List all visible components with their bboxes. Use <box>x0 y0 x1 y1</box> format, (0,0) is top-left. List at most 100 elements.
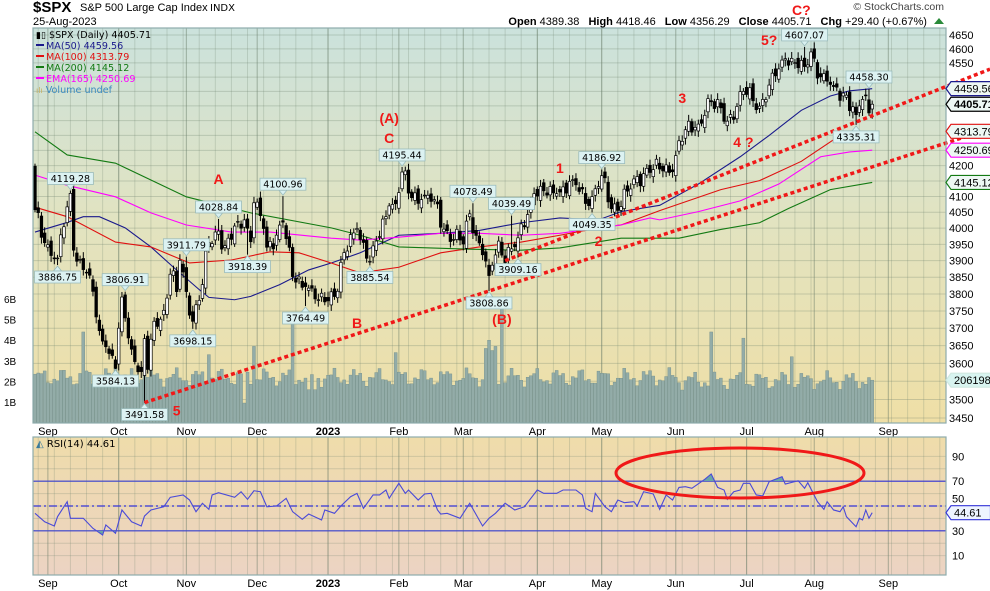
candle-body <box>638 173 643 187</box>
price-callout: 3584.13 <box>92 369 139 388</box>
candle <box>561 180 565 203</box>
candle-body <box>484 251 488 262</box>
candle <box>654 154 659 169</box>
candle-body <box>757 105 762 109</box>
candle <box>155 312 160 330</box>
candle-body <box>696 123 700 132</box>
candle-body <box>487 264 491 276</box>
rsi-highlight-ellipse <box>614 446 866 500</box>
x-axis-label: Feb <box>389 578 408 590</box>
candle-body <box>822 73 826 82</box>
candlesticks <box>33 42 874 403</box>
candle <box>638 171 643 193</box>
volume-bar <box>287 369 292 423</box>
candle-body <box>278 224 282 240</box>
volume-bar <box>699 386 704 423</box>
candle-body <box>419 199 424 209</box>
candle-body <box>139 366 143 372</box>
volume-bar <box>310 374 314 423</box>
volume-bar <box>600 372 604 423</box>
candle-body <box>857 105 861 113</box>
volume-bar <box>210 377 214 423</box>
candle-body <box>71 189 76 251</box>
volume-bar <box>728 378 733 423</box>
candle-body <box>329 291 333 306</box>
candle <box>43 227 47 247</box>
volume-bar <box>374 372 379 423</box>
ohlc-readout: Open 4389.38 High 4418.46 Low 4356.29 Cl… <box>502 16 944 28</box>
volume-bar <box>332 367 337 423</box>
candle-body <box>184 267 188 292</box>
candle <box>793 59 797 69</box>
candle-body <box>210 243 214 248</box>
volume-bar <box>117 386 121 423</box>
price-callout: 4078.49 <box>449 184 497 203</box>
candle-body <box>867 99 871 114</box>
candle <box>439 196 443 234</box>
callout-box <box>195 200 242 214</box>
candle <box>751 78 755 108</box>
candle-body <box>703 114 707 128</box>
ma100-swatch-icon <box>36 55 44 57</box>
candlestick-icon: ▮▯ <box>36 31 46 41</box>
rsi-tick-label: 50 <box>952 494 964 506</box>
candle <box>300 276 304 291</box>
volume-bar <box>838 389 842 423</box>
x-axis-label: Aug <box>804 578 824 590</box>
candle <box>490 261 494 276</box>
candle-body <box>596 186 601 189</box>
candle-body <box>773 68 778 77</box>
legend-ema165-text: EMA(165) 4250.69 <box>46 74 136 85</box>
volume-bar <box>464 367 469 423</box>
volume-axis-marker: 2061980 <box>945 372 990 388</box>
candle <box>336 288 340 303</box>
candle <box>191 305 195 329</box>
candle-body <box>223 245 227 248</box>
candle <box>690 118 694 136</box>
candle <box>100 324 105 345</box>
candle <box>706 94 710 119</box>
candle-body <box>819 73 823 78</box>
candle <box>342 248 346 265</box>
candle-body <box>622 188 626 209</box>
callout-text: 3491.58 <box>125 410 164 421</box>
volume-bar <box>426 379 430 423</box>
candle <box>326 291 330 307</box>
callout-box <box>494 263 542 277</box>
candle <box>648 159 652 179</box>
volume-bar <box>439 371 443 423</box>
volume-bar <box>249 384 253 423</box>
candle <box>268 236 272 252</box>
volume-bar <box>477 386 482 423</box>
candle-body <box>735 106 739 120</box>
volume-bar <box>783 374 787 423</box>
candle-body <box>612 203 617 213</box>
price-callout: 3764.49 <box>282 306 329 325</box>
stockcharts-watermark: © StockCharts.com <box>853 1 944 13</box>
candle <box>513 241 517 252</box>
candle <box>548 181 552 201</box>
candle <box>278 220 282 243</box>
candle-body <box>464 220 469 249</box>
volume-bar <box>683 380 688 423</box>
candle-body <box>171 270 176 276</box>
callout-text: 4039.49 <box>492 199 531 210</box>
candle <box>226 233 230 255</box>
candle <box>332 282 337 300</box>
rsi-tick-label: 10 <box>952 551 964 563</box>
rsi-overbought-fill <box>702 474 799 482</box>
candle-body <box>332 288 337 297</box>
x-axis-label: May <box>591 578 612 590</box>
volume-bar <box>722 385 726 423</box>
candle-body <box>461 236 465 245</box>
axis-marker-box <box>945 372 990 388</box>
volume-bar <box>81 331 86 423</box>
candle <box>229 227 234 246</box>
candle <box>551 179 556 199</box>
volume-bar <box>654 385 659 423</box>
candle <box>236 215 240 228</box>
volume-bar <box>706 385 710 423</box>
volume-bar <box>387 381 391 423</box>
candle-body <box>242 219 246 228</box>
